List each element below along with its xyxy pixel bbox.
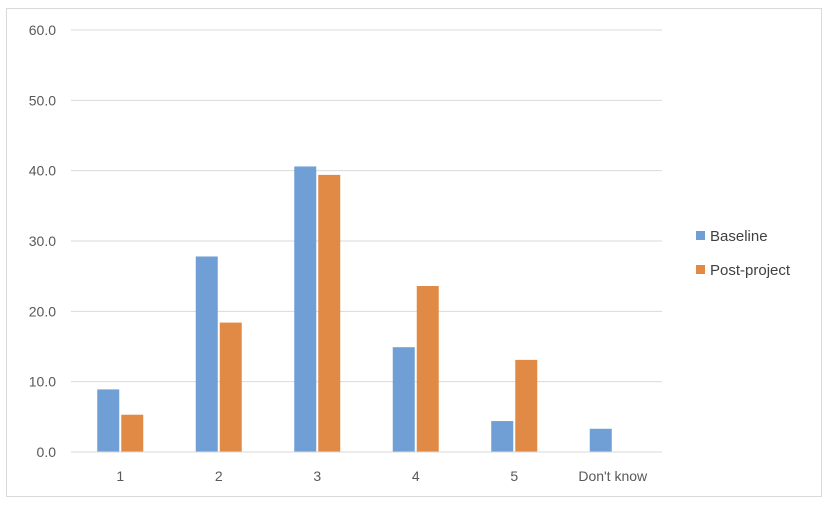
y-tick-label: 20.0 bbox=[29, 303, 56, 319]
legend: Baseline Post-project bbox=[696, 228, 791, 279]
x-axis-ticks: 1 2 3 4 5 Don't know bbox=[116, 468, 648, 484]
gridlines bbox=[71, 29, 662, 383]
bar-post-project-3 bbox=[318, 174, 341, 453]
legend-swatch-baseline bbox=[696, 231, 705, 240]
legend-label-post-project: Post-project bbox=[710, 262, 791, 279]
x-tick-label: 3 bbox=[313, 468, 321, 484]
bar-baseline-5 bbox=[491, 421, 514, 452]
y-tick-label: 40.0 bbox=[29, 163, 56, 179]
bar-post-project-4 bbox=[416, 286, 439, 452]
y-tick-label: 0.0 bbox=[37, 444, 57, 460]
x-tick-label: 1 bbox=[116, 468, 124, 484]
bar-baseline-1 bbox=[97, 389, 120, 452]
x-tick-label: 5 bbox=[510, 468, 518, 484]
x-tick-label: Don't know bbox=[578, 468, 648, 484]
y-tick-label: 50.0 bbox=[29, 92, 56, 108]
bar-post-project-2 bbox=[219, 322, 242, 452]
y-axis-ticks: 0.0 10.0 20.0 30.0 40.0 50.0 60.0 bbox=[29, 22, 56, 460]
bar-baseline-2 bbox=[195, 256, 218, 452]
bar-post-project-5 bbox=[515, 359, 538, 452]
bars bbox=[97, 166, 612, 453]
legend-swatch-post-project bbox=[696, 265, 705, 274]
bar-baseline-4 bbox=[392, 347, 415, 452]
bar-post-project-1 bbox=[121, 414, 144, 452]
x-tick-label: 4 bbox=[412, 468, 420, 484]
legend-label-baseline: Baseline bbox=[710, 228, 768, 245]
bar-baseline-3 bbox=[294, 166, 317, 453]
x-tick-label: 2 bbox=[215, 468, 223, 484]
y-tick-label: 10.0 bbox=[29, 374, 56, 390]
y-tick-label: 60.0 bbox=[29, 22, 56, 38]
bar-baseline-6 bbox=[589, 428, 612, 452]
y-tick-label: 30.0 bbox=[29, 233, 56, 249]
